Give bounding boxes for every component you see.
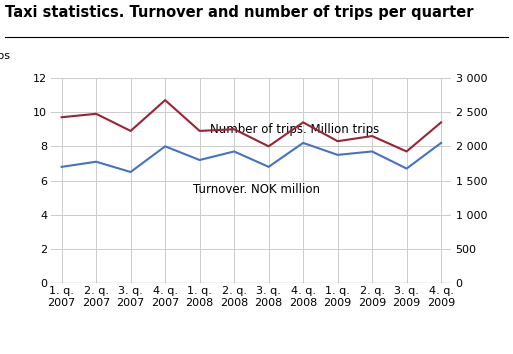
Text: Number of trips. Million trips: Number of trips. Million trips [210,123,379,136]
Text: Taxi statistics. Turnover and number of trips per quarter: Taxi statistics. Turnover and number of … [5,5,473,20]
Text: Turnover. NOK million: Turnover. NOK million [193,183,320,196]
Text: Number of trips. Million trips: Number of trips. Million trips [0,51,10,61]
